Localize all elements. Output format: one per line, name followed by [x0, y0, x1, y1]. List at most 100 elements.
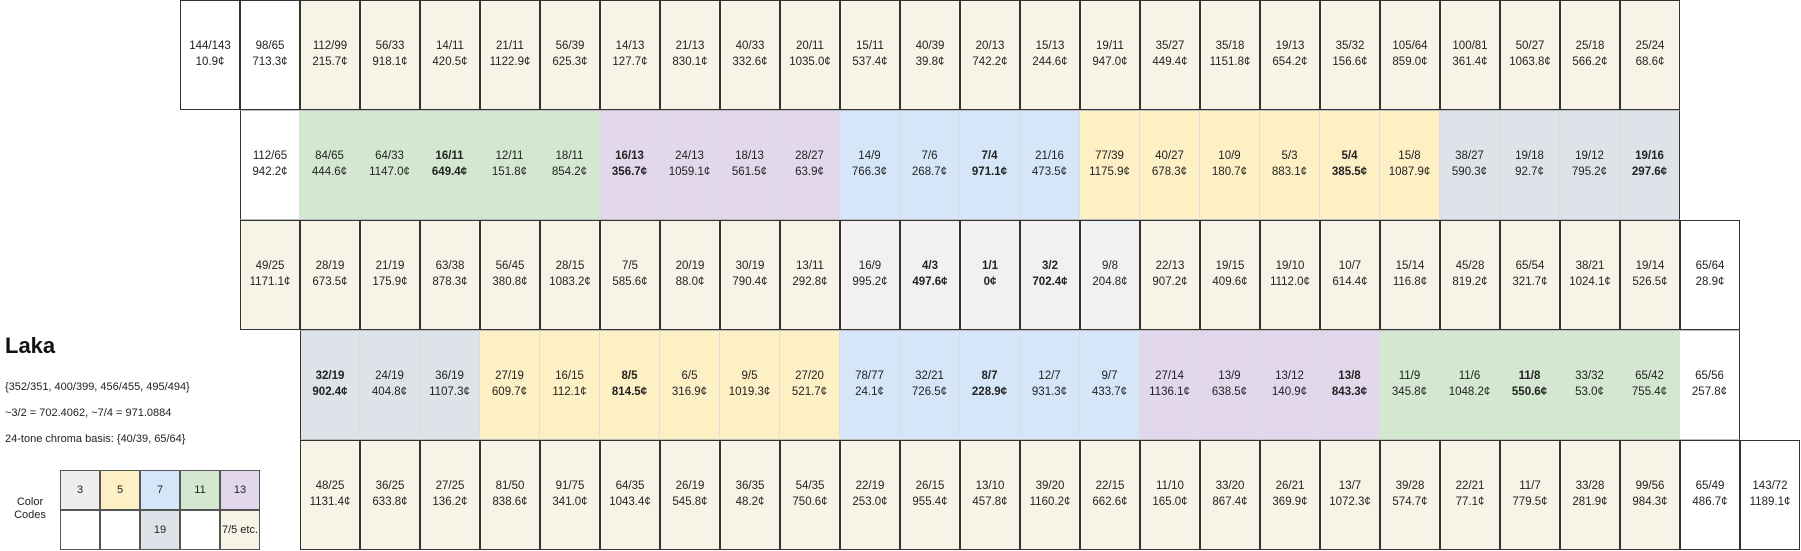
interval-ratio: 112/65: [252, 150, 288, 163]
interval-cell: 14/9 766.3¢: [840, 110, 900, 220]
interval-ratio: 12/11: [495, 150, 524, 163]
interval-cents: 497.6¢: [912, 276, 948, 288]
interval-cents: 713.3¢: [252, 56, 288, 68]
interval-cents: 830.1¢: [672, 56, 708, 68]
interval-cents: 345.8¢: [1391, 386, 1428, 398]
interval-cell: 38/27 590.3¢: [1440, 110, 1500, 220]
interval-cents: 175.9¢: [372, 276, 408, 288]
interval-cell: 22/19 253.0¢: [840, 440, 900, 550]
interval-ratio: 20/19: [675, 260, 705, 273]
legend-swatch: [180, 510, 220, 550]
interval-cell: 5/4 385.5¢: [1320, 110, 1380, 220]
interval-ratio: 33/32: [1575, 370, 1604, 383]
interval-ratio: 100/81: [1452, 40, 1488, 53]
interval-cents: 838.6¢: [492, 496, 528, 508]
interval-cents: 1024.1¢: [1569, 276, 1611, 288]
interval-cents: 1131.4¢: [309, 496, 351, 508]
interval-ratio: 27/14: [1155, 370, 1184, 383]
comma-list: {352/351, 400/399, 456/455, 495/494}: [5, 381, 190, 393]
interval-cents: 574.7¢: [1392, 496, 1428, 508]
interval-cell: 30/19 790.4¢: [720, 220, 780, 330]
interval-cell: 11/9 345.8¢: [1380, 330, 1440, 440]
interval-ratio: 48/25: [315, 480, 345, 493]
interval-cell: 11/8 550.6¢: [1500, 330, 1560, 440]
interval-ratio: 8/7: [981, 370, 998, 383]
interval-cents: 638.5¢: [1211, 386, 1248, 398]
interval-cents: 1019.3¢: [728, 386, 771, 398]
interval-ratio: 22/21: [1455, 480, 1485, 493]
interval-ratio: 27/25: [435, 480, 465, 493]
interval-ratio: 19/13: [1275, 40, 1305, 53]
interval-cell: 35/32 156.6¢: [1320, 0, 1380, 110]
interval-cell: 28/27 63.9¢: [780, 110, 840, 220]
interval-cents: 1151.8¢: [1209, 56, 1251, 68]
interval-cents: 702.4¢: [1032, 276, 1068, 288]
interval-ratio: 32/21: [915, 370, 944, 383]
interval-ratio: 1/1: [982, 260, 998, 273]
interval-ratio: 16/13: [615, 150, 644, 163]
interval-ratio: 19/16: [1635, 150, 1664, 163]
interval-ratio: 10/7: [1338, 260, 1362, 273]
interval-ratio: 13/12: [1275, 370, 1304, 383]
interval-cell: 5/3 883.1¢: [1260, 110, 1320, 220]
interval-ratio: 9/8: [1102, 260, 1118, 273]
interval-cents: 156.6¢: [1332, 56, 1368, 68]
interval-cell: 20/19 88.0¢: [660, 220, 720, 330]
legend-swatch: 3: [60, 470, 100, 510]
interval-ratio: 39/20: [1035, 480, 1065, 493]
interval-cell: 77/39 1175.9¢: [1080, 110, 1140, 220]
legend-swatch: 7/5 etc.: [220, 510, 260, 550]
interval-cents: 10.9¢: [195, 56, 225, 68]
interval-ratio: 28/19: [315, 260, 345, 273]
interval-ratio: 18/13: [735, 150, 764, 163]
interval-ratio: 14/9: [858, 150, 881, 163]
interval-ratio: 19/10: [1275, 260, 1305, 273]
interval-cents: 244.6¢: [1032, 56, 1068, 68]
interval-cents: 678.3¢: [1151, 166, 1188, 178]
interval-cell: 4/3 497.6¢: [900, 220, 960, 330]
interval-cell: 10/7 614.4¢: [1320, 220, 1380, 330]
interval-cents: 165.0¢: [1152, 496, 1188, 508]
interval-ratio: 15/14: [1395, 260, 1425, 273]
interval-ratio: 13/8: [1338, 370, 1361, 383]
interval-cell: 9/8 204.8¢: [1080, 220, 1140, 330]
interval-cents: 0¢: [983, 276, 997, 288]
interval-cents: 127.7¢: [612, 56, 648, 68]
interval-cents: 1087.9¢: [1388, 166, 1431, 178]
interval-ratio: 84/65: [315, 150, 344, 163]
interval-cents: 654.2¢: [1272, 56, 1308, 68]
interval-cents: 228.9¢: [971, 386, 1008, 398]
interval-cell: 13/11 292.8¢: [780, 220, 840, 330]
interval-ratio: 64/33: [375, 150, 404, 163]
interval-ratio: 105/64: [1392, 40, 1428, 53]
interval-ratio: 65/56: [1695, 370, 1724, 383]
interval-cell: 9/7 433.7¢: [1080, 330, 1140, 440]
interval-ratio: 24/19: [375, 370, 404, 383]
interval-ratio: 22/19: [855, 480, 885, 493]
interval-cents: 486.7¢: [1692, 496, 1728, 508]
interval-cents: 1083.2¢: [549, 276, 591, 288]
interval-cents: 566.2¢: [1572, 56, 1608, 68]
interval-cents: 77.1¢: [1455, 496, 1485, 508]
interval-cell: 99/56 984.3¢: [1620, 440, 1680, 550]
interval-cell: 65/64 28.9¢: [1680, 220, 1740, 330]
interval-ratio: 35/27: [1155, 40, 1185, 53]
interval-cents: 1136.1¢: [1149, 386, 1190, 398]
interval-cell: 81/50 838.6¢: [480, 440, 540, 550]
interval-cell: 3/2 702.4¢: [1020, 220, 1080, 330]
interval-cell: 65/42 755.4¢: [1620, 330, 1680, 440]
interval-cell: 78/77 24.1¢: [840, 330, 900, 440]
interval-cell: 105/64 859.0¢: [1380, 0, 1440, 110]
interval-cell: 54/35 750.6¢: [780, 440, 840, 550]
interval-cell: 7/5 585.6¢: [600, 220, 660, 330]
interval-cell: 25/24 68.6¢: [1620, 0, 1680, 110]
interval-ratio: 56/39: [555, 40, 585, 53]
interval-cell: 15/11 537.4¢: [840, 0, 900, 110]
interval-cents: 63.9¢: [795, 166, 824, 178]
interval-ratio: 78/77: [855, 370, 884, 383]
interval-cell: 27/20 521.7¢: [780, 330, 840, 440]
interval-ratio: 63/38: [435, 260, 465, 273]
interval-cell: 13/7 1072.3¢: [1320, 440, 1380, 550]
interval-ratio: 49/25: [255, 260, 285, 273]
interval-ratio: 16/15: [555, 370, 584, 383]
